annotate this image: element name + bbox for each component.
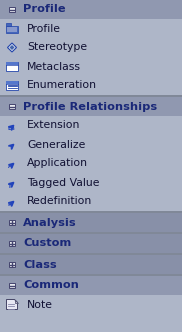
Bar	[9, 220, 15, 225]
Bar	[6, 62, 18, 65]
Polygon shape	[7, 43, 17, 52]
Text: Redefinition: Redefinition	[27, 197, 92, 207]
Bar	[0, 276, 182, 295]
Bar	[9, 104, 15, 109]
Bar	[0, 213, 182, 232]
Bar	[0, 116, 182, 135]
Polygon shape	[7, 299, 17, 309]
Bar	[0, 135, 182, 154]
Text: R: R	[8, 203, 12, 208]
Bar	[0, 95, 182, 97]
Bar	[6, 81, 18, 90]
Text: T: T	[8, 184, 12, 189]
Text: A: A	[8, 164, 12, 170]
Text: Common: Common	[23, 281, 79, 290]
Bar	[9, 241, 15, 246]
Text: Note: Note	[27, 299, 53, 309]
Text: Metaclass: Metaclass	[27, 61, 81, 71]
Bar	[0, 211, 182, 213]
Bar	[6, 26, 18, 33]
Bar	[7, 27, 17, 32]
Bar	[0, 192, 182, 211]
Bar	[0, 253, 182, 255]
Text: Tagged Value: Tagged Value	[27, 178, 100, 188]
Text: Generalize: Generalize	[27, 139, 85, 149]
Bar	[0, 0, 182, 19]
Polygon shape	[15, 299, 17, 302]
Bar	[6, 62, 18, 71]
Bar	[9, 262, 15, 267]
Bar	[0, 295, 182, 314]
Text: Profile: Profile	[27, 24, 61, 34]
Text: Stereotype: Stereotype	[27, 42, 87, 52]
Text: En: En	[8, 126, 16, 131]
Bar	[0, 76, 182, 95]
Bar	[6, 81, 18, 84]
Bar	[0, 274, 182, 276]
Polygon shape	[9, 45, 15, 50]
Bar	[0, 97, 182, 116]
Text: Extension: Extension	[27, 121, 80, 130]
Text: Profile: Profile	[23, 5, 66, 15]
Bar	[9, 283, 15, 288]
Text: Analysis: Analysis	[23, 217, 77, 227]
Bar	[0, 234, 182, 253]
Text: Class: Class	[23, 260, 57, 270]
Text: Enumeration: Enumeration	[27, 80, 97, 91]
Bar	[0, 57, 182, 76]
Bar	[0, 19, 182, 38]
Text: Profile Relationships: Profile Relationships	[23, 102, 157, 112]
Bar	[9, 7, 15, 12]
Text: Application: Application	[27, 158, 88, 169]
Text: Custom: Custom	[23, 238, 71, 248]
Bar	[6, 23, 11, 26]
Bar	[0, 154, 182, 173]
Bar	[0, 38, 182, 57]
Bar	[0, 255, 182, 274]
Bar	[0, 173, 182, 192]
Bar	[0, 232, 182, 234]
